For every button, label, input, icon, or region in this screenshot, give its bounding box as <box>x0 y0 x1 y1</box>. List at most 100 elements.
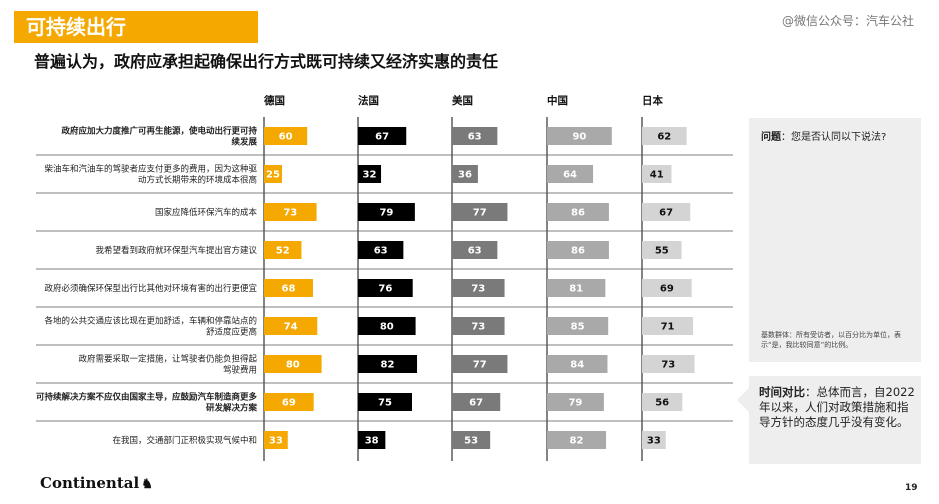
country-header: 法国 <box>358 94 379 107</box>
bar-value-label: 32 <box>363 170 377 181</box>
bar <box>547 431 607 449</box>
bar <box>358 393 412 411</box>
bar <box>642 393 683 411</box>
bar <box>547 317 609 335</box>
bar <box>264 355 322 373</box>
bar <box>547 203 609 221</box>
bar <box>452 431 491 449</box>
bar <box>452 241 498 259</box>
bar <box>264 165 282 183</box>
country-header: 日本 <box>642 94 663 107</box>
bar-value-label: 75 <box>378 398 392 409</box>
country-header: 德国 <box>263 94 285 107</box>
bar-value-label: 63 <box>468 246 482 257</box>
bar-value-label: 84 <box>570 360 584 371</box>
bar-value-label: 56 <box>655 398 669 409</box>
bar-value-label: 82 <box>570 436 584 447</box>
question-label: 政府需要采取一定措施，让驾驶者仍能负担得起 <box>78 354 257 365</box>
bar <box>264 241 302 259</box>
continental-logo: Continental ♞ <box>40 474 153 492</box>
bar-value-label: 33 <box>647 436 661 447</box>
bar-value-label: 25 <box>266 170 280 181</box>
bar <box>452 203 508 221</box>
bar <box>264 431 288 449</box>
bar-value-label: 73 <box>471 284 485 295</box>
country-header: 中国 <box>547 94 568 107</box>
bar <box>264 393 314 411</box>
question-label: 各地的公共交通应该比现在更加舒适，车辆和停靠站点的 <box>44 316 257 327</box>
bar-value-label: 82 <box>381 360 395 371</box>
bar <box>452 165 478 183</box>
bar-value-label: 67 <box>659 208 673 219</box>
bar <box>642 165 672 183</box>
bar <box>358 355 418 373</box>
bar <box>452 279 505 297</box>
bar-value-label: 86 <box>571 246 585 257</box>
page-number: 19 <box>905 483 918 493</box>
bar <box>358 317 416 335</box>
question-label: 在我国，交通部门正积极实现气候中和 <box>112 435 257 446</box>
bar <box>642 203 691 221</box>
bar-value-label: 53 <box>464 436 478 447</box>
bar <box>358 241 404 259</box>
bar <box>642 355 695 373</box>
bar-value-label: 71 <box>661 322 675 333</box>
bar <box>547 127 612 145</box>
bar <box>264 279 313 297</box>
bar-value-label: 67 <box>375 132 389 143</box>
bar <box>264 317 318 335</box>
bar-value-label: 69 <box>282 398 296 409</box>
question-text: 问题：您是否认同以下说法? <box>761 128 886 143</box>
bar-value-label: 79 <box>568 398 582 409</box>
bar-value-label: 74 <box>284 322 298 333</box>
question-label: 舒适度应更高 <box>206 327 257 338</box>
bar <box>547 241 609 259</box>
question-panel: 问题：您是否认同以下说法? 基数群体：所有受访者，以百分比为单位，表示“是，我比… <box>749 118 921 362</box>
bar <box>452 317 505 335</box>
bar <box>358 165 382 183</box>
bar <box>547 355 608 373</box>
question-label: 研发解决方案 <box>206 403 258 414</box>
bar <box>642 241 682 259</box>
time-comparison-text: 时间对比：总体而言，自2022 年以来，人们对政策措施和指导方针的态度几乎没有变… <box>759 385 915 430</box>
watermark: @微信公众号：汽车公社 <box>782 14 915 28</box>
country-header: 美国 <box>452 94 473 107</box>
question-label: 我希望看到政府就环保型汽车提出官方建议 <box>95 245 257 256</box>
bar-value-label: 73 <box>471 322 485 333</box>
section-tag: 可持续出行 <box>14 11 258 43</box>
time-comparison-label: 时间对比 <box>759 385 805 399</box>
bar-value-label: 73 <box>661 360 675 371</box>
bar-value-label: 52 <box>276 246 290 257</box>
bar-value-label: 69 <box>660 284 674 295</box>
question-label: 驾驶费用 <box>223 365 257 376</box>
bar <box>358 279 413 297</box>
question-label: 问题 <box>761 132 781 143</box>
question-label: 动方式长期带来的环境成本很高 <box>138 175 257 186</box>
bar <box>642 279 692 297</box>
bar-value-label: 80 <box>380 322 394 333</box>
base-note: 基数群体：所有受访者，以百分比为单位，表示“是，我比较同意”的比例。 <box>761 331 901 349</box>
question-label: 续发展 <box>231 137 257 148</box>
bar-value-label: 79 <box>379 208 393 219</box>
bar-value-label: 85 <box>571 322 585 333</box>
bar-value-label: 73 <box>283 208 297 219</box>
bar-value-label: 80 <box>286 360 300 371</box>
question-label: 可持续解决方案不应仅由国家主导，应鼓励汽车制造商更多 <box>36 392 258 403</box>
bar-value-label: 36 <box>458 170 472 181</box>
bar-value-label: 64 <box>563 170 577 181</box>
bar-value-label: 55 <box>655 246 669 257</box>
bar <box>358 127 407 145</box>
bar <box>547 393 604 411</box>
bar-value-label: 60 <box>279 132 293 143</box>
time-comparison-panel: 时间对比：总体而言，自2022 年以来，人们对政策措施和指导方针的态度几乎没有变… <box>737 376 921 464</box>
bar-value-label: 33 <box>269 436 283 447</box>
horse-icon: ♞ <box>141 477 153 492</box>
question-label: 国家应降低环保汽车的成本 <box>155 207 258 218</box>
bar <box>264 203 317 221</box>
bar-value-label: 77 <box>473 360 487 371</box>
bar-value-label: 41 <box>650 170 664 181</box>
bar-value-label: 38 <box>365 436 379 447</box>
logo-text: Continental <box>40 474 140 492</box>
bar-value-label: 81 <box>569 284 583 295</box>
